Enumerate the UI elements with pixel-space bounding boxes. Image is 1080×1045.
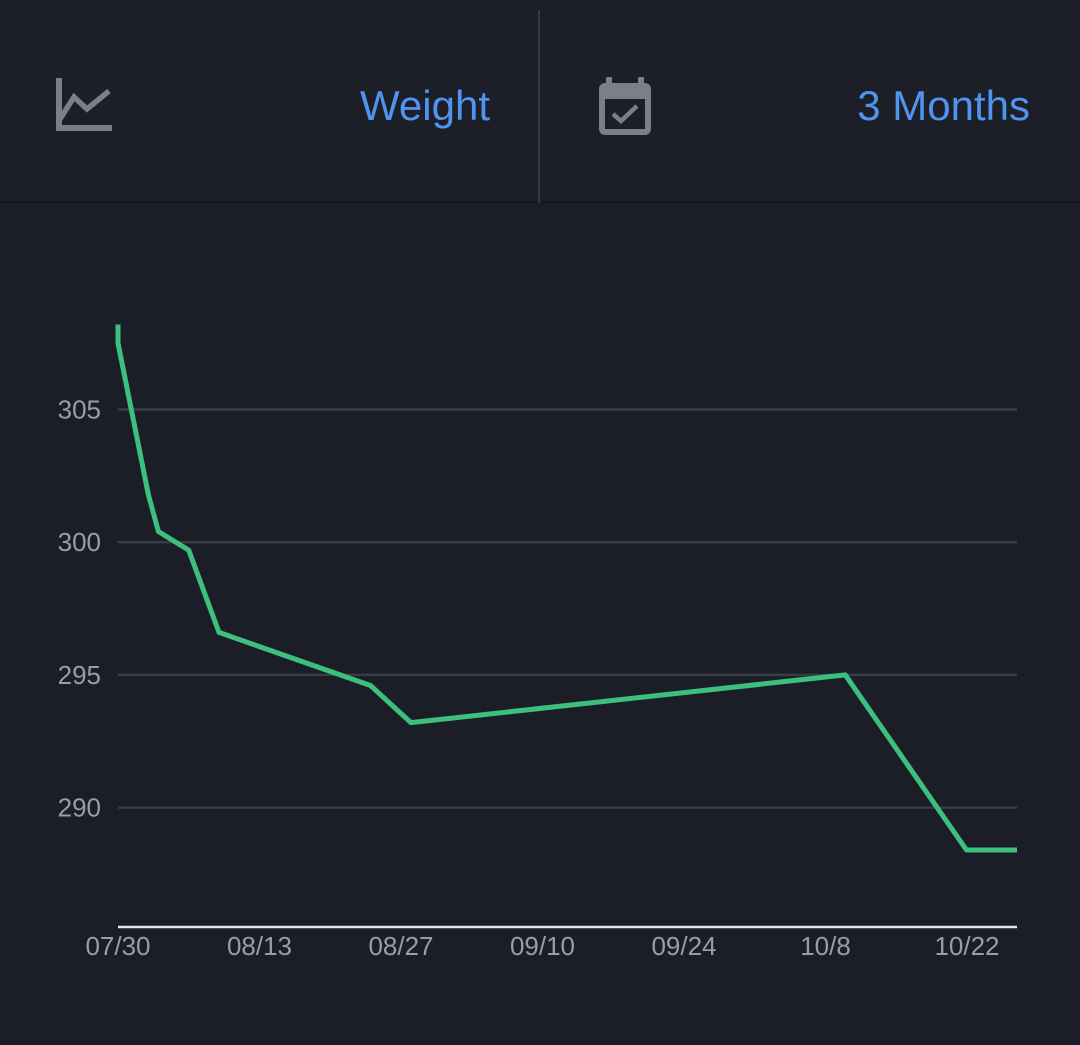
y-tick-label: 295 [58,660,101,690]
range-label: 3 Months [857,82,1030,129]
metric-selector[interactable]: Weight [0,0,538,203]
x-tick-label: 09/10 [510,931,575,961]
y-tick-label: 290 [58,793,101,823]
weight-series-line [115,324,1017,853]
range-selector[interactable]: 3 Months [540,0,1080,203]
line-chart-icon [54,75,114,137]
x-tick-label: 10/8 [800,931,851,961]
weight-line-chart: 290 295 300 305 07/30 08/13 08/27 09/10 09/24 10/… [58,324,1017,961]
x-tick-label: 07/30 [85,931,150,961]
y-tick-label: 305 [58,394,101,424]
x-tick-label: 08/13 [227,931,292,961]
chart-area: 290 295 300 305 07/30 08/13 08/27 09/10 09/24 10/… [0,205,1080,1045]
y-tick-label: 300 [58,527,101,557]
chart-header: Weight 3 Months [0,0,1080,203]
x-tick-label: 10/22 [934,931,999,961]
calendar-check-icon [596,75,656,137]
metric-label: Weight [360,82,490,129]
header-divider [538,10,540,203]
x-tick-label: 08/27 [368,931,433,961]
x-tick-label: 09/24 [651,931,716,961]
